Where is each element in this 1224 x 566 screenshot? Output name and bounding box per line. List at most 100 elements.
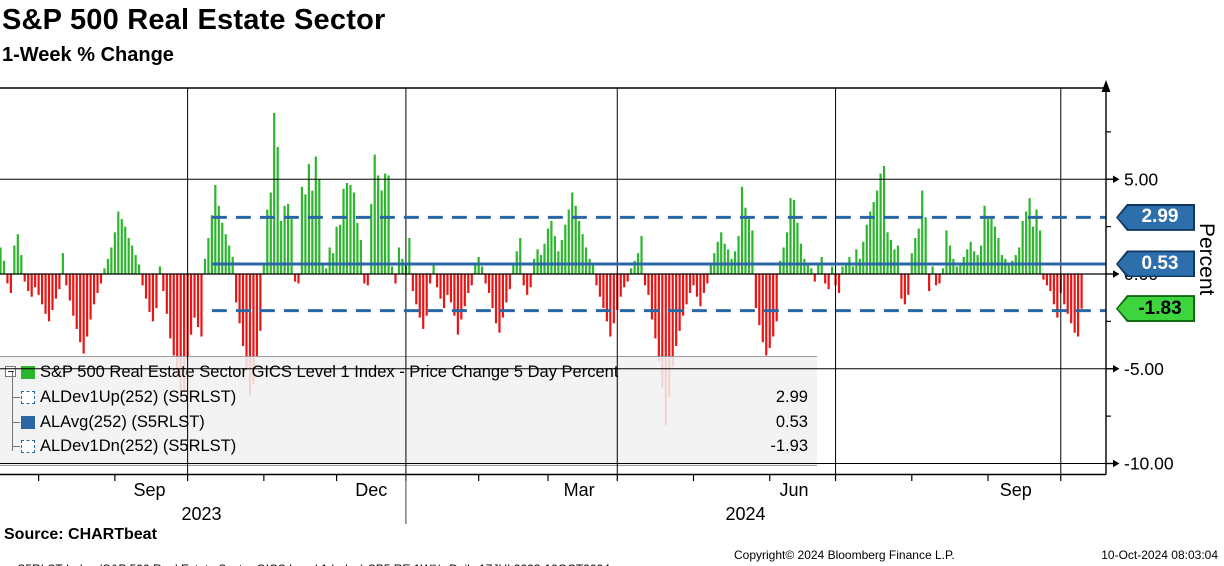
price-bar-down <box>99 274 103 284</box>
price-bar-up <box>158 266 161 274</box>
price-bar-up <box>976 255 979 274</box>
price-bar-up <box>737 236 740 274</box>
price-bar-down <box>619 274 622 297</box>
legend-label: S&P 500 Real Estate Sector GICS Level 1 … <box>40 362 619 381</box>
price-bar-up <box>959 262 962 274</box>
price-bar-down <box>657 274 660 362</box>
price-bar-down <box>484 274 487 284</box>
price-bar-down <box>245 274 248 371</box>
price-bar-up <box>384 173 387 274</box>
price-bar-down <box>903 274 906 305</box>
price-bar-up <box>779 260 782 274</box>
price-bar-up <box>865 224 868 274</box>
footer-timestamp: 10-Oct-2024 08:03:04 <box>1101 548 1218 562</box>
price-bar-down <box>470 274 473 286</box>
solid-line-swatch-icon <box>21 415 35 429</box>
price-bar-down <box>682 274 685 316</box>
price-bar-up <box>474 264 477 274</box>
price-bar-up <box>869 211 872 274</box>
price-bar-up <box>1011 260 1014 274</box>
price-bar-down <box>442 274 446 309</box>
price-bar-down <box>44 274 47 314</box>
price-bar-up <box>557 251 560 274</box>
price-bar-up <box>304 194 307 274</box>
price-bar-up <box>740 186 744 274</box>
price-bar-down <box>837 274 841 293</box>
legend-tree-line <box>12 372 13 451</box>
price-bar-up <box>533 258 536 274</box>
legend-row-avg: ALAvg(252) (S5RLST) <box>21 410 205 434</box>
price-bar-up <box>948 245 952 274</box>
price-bar-down <box>1059 274 1062 293</box>
price-bar-up <box>110 247 113 274</box>
price-bar-up <box>709 262 712 274</box>
price-bar-down <box>706 274 709 284</box>
price-bar-up <box>862 241 865 274</box>
price-bar-up <box>266 209 269 274</box>
price-bar-down <box>522 274 525 286</box>
price-bar-down <box>6 274 9 284</box>
price-bar-down <box>293 274 297 282</box>
price-bar-down <box>172 274 175 356</box>
price-bar-up <box>914 238 917 274</box>
price-bar-up <box>924 217 927 274</box>
tag-value: 0.53 <box>1141 252 1179 274</box>
price-bar-down <box>688 274 692 293</box>
price-bar-down <box>30 274 33 297</box>
price-bar-up <box>543 243 546 274</box>
price-bar-up <box>370 203 373 274</box>
price-bar-down <box>467 274 470 293</box>
price-bar-up <box>820 256 823 274</box>
price-bar-up <box>332 253 335 275</box>
legend-tree-stub <box>12 397 20 398</box>
price-bar-up <box>512 264 515 274</box>
price-bar-down <box>505 274 508 303</box>
price-bar-down <box>183 274 186 392</box>
price-bar-up <box>969 241 972 274</box>
price-bar-up <box>931 266 934 274</box>
price-bar-down <box>82 274 85 354</box>
price-bar-down <box>765 274 768 356</box>
price-bar-up <box>106 258 110 274</box>
price-bar-down <box>813 274 816 282</box>
legend-collapse-icon[interactable] <box>5 366 16 377</box>
price-bar-up <box>321 264 324 274</box>
price-bar-up <box>630 268 633 274</box>
price-bar-up <box>831 266 834 274</box>
price-bar-up <box>113 232 116 274</box>
price-bar-down <box>664 274 667 426</box>
price-bar-up <box>588 258 591 274</box>
price-bar-up <box>269 192 272 274</box>
price-bar-up <box>1018 247 1021 274</box>
price-bar-up <box>882 165 886 275</box>
price-bar-up <box>515 251 518 274</box>
price-bar-up <box>210 215 213 274</box>
price-bar-up <box>397 247 401 274</box>
price-bar-up <box>131 245 134 274</box>
price-bar-up <box>851 266 854 274</box>
price-bar-up <box>633 260 636 274</box>
price-bar-down <box>650 274 654 320</box>
price-bar-up <box>879 173 882 274</box>
price-bar-up <box>716 241 719 274</box>
price-bar-up <box>747 219 751 274</box>
price-bar-up <box>283 205 286 274</box>
price-bar-up <box>941 268 945 274</box>
price-bar-down <box>934 274 938 286</box>
price-bar-down <box>425 274 428 316</box>
price-bar-down <box>491 274 494 309</box>
price-bar-down <box>671 274 674 367</box>
price-bar-up <box>217 205 220 274</box>
price-bar-down <box>422 274 425 329</box>
tag-value: 2.99 <box>1141 206 1179 228</box>
legend-value-dev-dn: -1.93 <box>770 437 808 455</box>
price-bar-up <box>796 222 799 274</box>
price-bar-down <box>508 274 511 290</box>
price-bar-down <box>235 274 238 303</box>
price-bar-up <box>564 224 567 274</box>
price-bar-down <box>1077 274 1080 337</box>
price-bar-up <box>1031 226 1035 275</box>
price-bar-up <box>574 205 577 274</box>
price-bar-up <box>997 238 1000 274</box>
